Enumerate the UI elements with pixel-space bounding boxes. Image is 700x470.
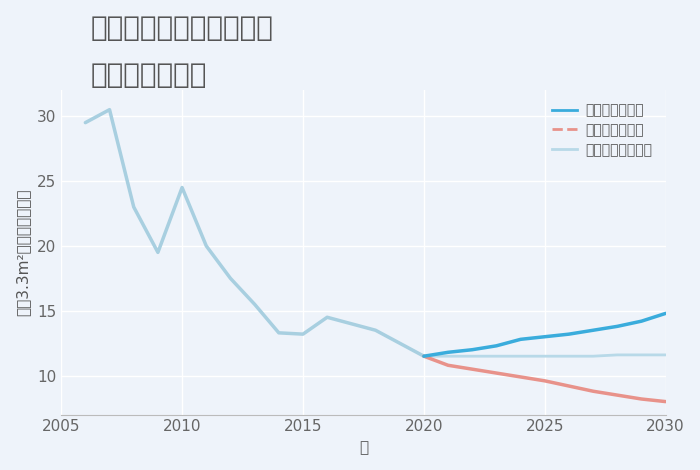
Legend: グッドシナリオ, バッドシナリオ, ノーマルシナリオ: グッドシナリオ, バッドシナリオ, ノーマルシナリオ (552, 103, 652, 157)
Text: 土地の価格推移: 土地の価格推移 (91, 61, 207, 89)
X-axis label: 年: 年 (359, 440, 368, 455)
Text: 福岡県柳川市上宮永町の: 福岡県柳川市上宮永町の (91, 14, 274, 42)
Y-axis label: 平（3.3m²）単価（万円）: 平（3.3m²）単価（万円） (15, 188, 30, 316)
